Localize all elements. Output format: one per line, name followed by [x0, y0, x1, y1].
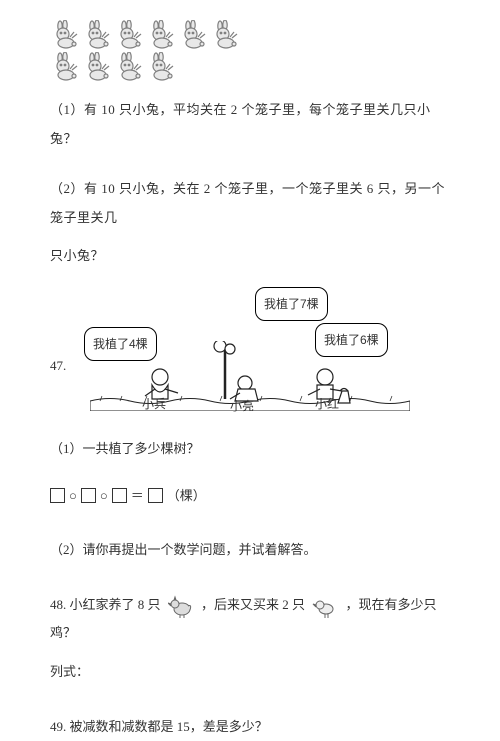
formula-boxes: ○ ○ ＝ （棵）	[50, 482, 450, 511]
rabbits-row-2	[50, 52, 450, 82]
question-48: 48. 小红家养了 8 只 ，后来又买来 2 只 ，现在有多少只鸡？	[50, 591, 450, 648]
formula-box	[148, 488, 163, 503]
op-circle: ○	[69, 482, 77, 511]
equals-sign: ＝	[131, 482, 144, 511]
formula-box	[112, 488, 127, 503]
question-49: 49. 被减数和减数都是 15，差是多少？	[50, 713, 450, 741]
chick-icon	[312, 594, 338, 618]
name-left: 小兵	[142, 391, 166, 417]
question-2-line1: （2）有 10 只小兔，关在 2 个笼子里，一个笼子里关 6 只，另一个笼子里关…	[50, 175, 450, 232]
question-47-number: 47.	[50, 352, 66, 381]
q48-text-1: 48. 小红家养了 8 只	[50, 597, 161, 612]
question-47-1: （1）一共植了多少棵树？	[50, 435, 450, 464]
op-circle: ○	[100, 482, 108, 511]
q48-text-2: ，后来又买来 2 只	[201, 597, 305, 612]
name-mid: 小亮	[230, 393, 254, 419]
formula-box	[50, 488, 65, 503]
question-1: （1）有 10 只小兔，平均关在 2 个笼子里，每个笼子里关几只小兔？	[50, 96, 450, 153]
question-2-line2: 只小兔？	[50, 242, 450, 271]
speech-bubble-mid: 我植了7棵	[255, 287, 328, 321]
hen-icon	[168, 594, 194, 618]
rabbits-row-1	[50, 20, 450, 50]
formula-unit: （棵）	[167, 482, 206, 511]
q48-lieshi: 列式：	[50, 658, 450, 687]
rabbits-illustration	[50, 20, 450, 82]
name-right: 小红	[315, 391, 339, 417]
planting-illustration: 我植了4棵 我植了7棵 我植了6棵	[90, 281, 410, 411]
formula-box	[81, 488, 96, 503]
question-47-2: （2）请你再提出一个数学问题，并试着解答。	[50, 536, 450, 565]
